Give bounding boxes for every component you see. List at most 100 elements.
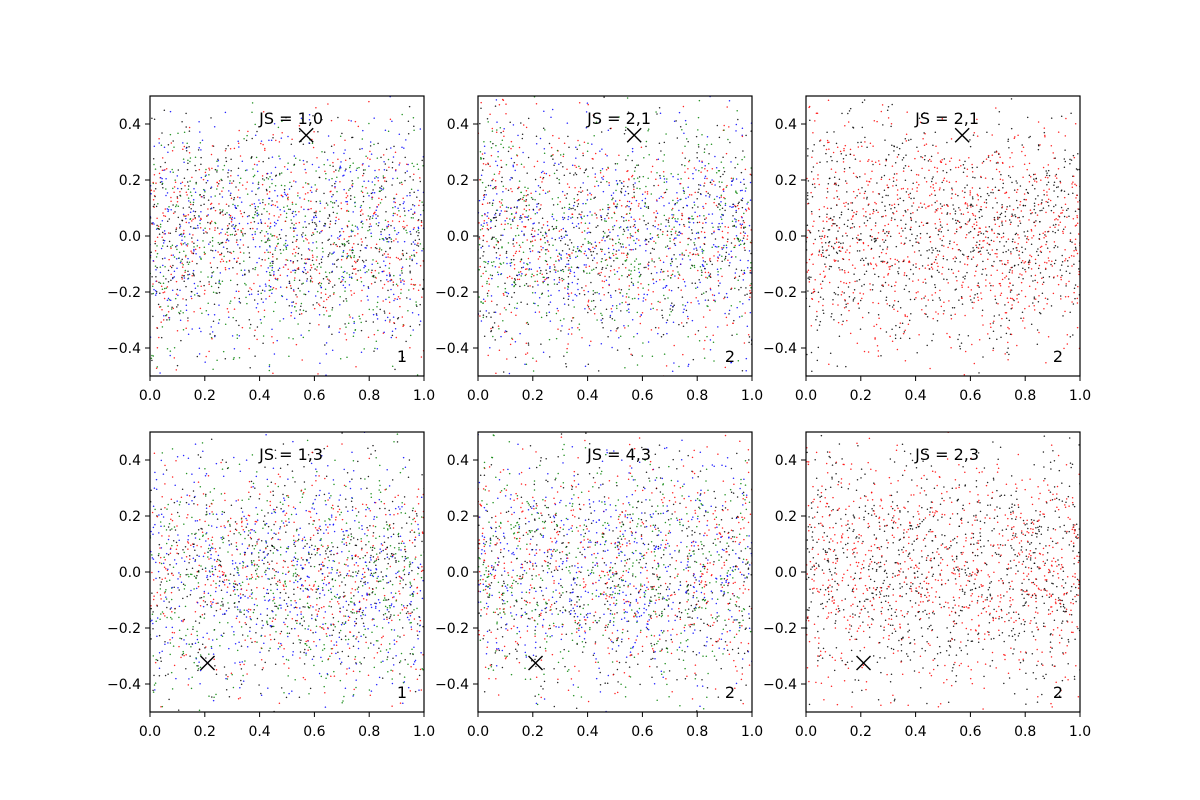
scatter-point	[155, 367, 158, 370]
scatter-point	[616, 270, 619, 273]
scatter-point	[707, 271, 710, 274]
scatter-point	[1063, 215, 1066, 218]
scatter-point	[577, 139, 579, 142]
scatter-point	[510, 311, 513, 314]
scatter-point	[486, 222, 488, 224]
scatter-point	[712, 226, 714, 229]
scatter-point	[209, 262, 212, 264]
scatter-point	[510, 207, 512, 210]
scatter-point	[388, 272, 391, 274]
scatter-point	[170, 247, 172, 250]
scatter-point	[504, 220, 506, 222]
scatter-point	[495, 256, 498, 259]
scatter-point	[168, 218, 171, 220]
scatter-point	[304, 221, 306, 223]
scatter-point	[231, 233, 234, 236]
scatter-point	[185, 285, 187, 288]
x-tick-label: 0.4	[248, 388, 270, 404]
scatter-point	[236, 273, 238, 275]
scatter-point	[335, 200, 338, 202]
scatter-point	[517, 187, 519, 190]
scatter-point	[730, 242, 733, 244]
scatter-point	[567, 135, 569, 138]
scatter-point	[587, 299, 590, 302]
scatter-point	[977, 198, 980, 201]
scatter-point	[166, 299, 169, 302]
scatter-point	[810, 292, 813, 294]
scatter-point	[975, 221, 978, 223]
scatter-point	[587, 290, 590, 293]
scatter-point	[717, 285, 720, 287]
scatter-point	[518, 146, 521, 149]
scatter-point	[585, 285, 587, 287]
scatter-point	[943, 301, 945, 304]
scatter-point	[616, 349, 619, 351]
scatter-point	[241, 274, 244, 277]
scatter-point	[741, 134, 743, 136]
scatter-point	[185, 304, 188, 307]
scatter-point	[711, 232, 713, 235]
scatter-point	[331, 195, 333, 198]
scatter-point	[706, 143, 708, 146]
scatter-point	[581, 286, 583, 289]
scatter-point	[521, 198, 524, 200]
scatter-point	[730, 184, 733, 186]
scatter-point	[520, 266, 523, 269]
scatter-point	[998, 171, 1001, 173]
scatter-point	[704, 164, 706, 167]
scatter-point	[592, 246, 594, 249]
scatter-point	[187, 317, 189, 319]
scatter-point	[513, 307, 516, 309]
scatter-point	[1046, 172, 1048, 174]
scatter-point	[217, 183, 220, 185]
scatter-point	[516, 207, 518, 209]
scatter-point	[168, 319, 171, 321]
scatter-point	[643, 205, 646, 207]
scatter-point	[669, 276, 672, 279]
scatter-point	[564, 265, 567, 268]
scatter-point	[331, 253, 333, 255]
scatter-point	[730, 361, 733, 364]
scatter-point	[655, 111, 657, 113]
scatter-point	[486, 224, 489, 226]
scatter-point	[847, 219, 849, 221]
scatter-point	[612, 192, 615, 194]
scatter-point	[678, 273, 680, 276]
scatter-point	[359, 148, 361, 150]
scatter-point	[261, 213, 263, 215]
scatter-point	[489, 274, 492, 276]
scatter-point	[807, 202, 809, 205]
scatter-point	[179, 261, 182, 264]
scatter-point	[268, 227, 271, 229]
scatter-point	[574, 172, 577, 174]
scatter-point	[650, 171, 653, 173]
scatter-point	[502, 234, 504, 237]
scatter-point	[663, 353, 666, 355]
scatter-point	[605, 169, 608, 171]
scatter-point	[1004, 220, 1007, 222]
scatter-point	[904, 315, 907, 317]
scatter-point	[413, 129, 415, 132]
scatter-point	[747, 333, 750, 336]
scatter-point	[417, 229, 419, 232]
scatter-point	[678, 209, 680, 212]
scatter-point	[491, 127, 494, 130]
scatter-point	[229, 251, 231, 253]
scatter-point	[645, 223, 647, 226]
scatter-point	[631, 159, 633, 162]
scatter-point	[312, 304, 314, 306]
scatter-point	[647, 128, 650, 130]
scatter-point	[199, 307, 202, 310]
scatter-point	[706, 263, 708, 265]
scatter-point	[933, 261, 936, 264]
scatter-point	[647, 207, 650, 210]
scatter-point	[180, 182, 182, 185]
scatter-point	[499, 212, 501, 215]
scatter-point	[187, 274, 189, 276]
scatter-point	[218, 280, 220, 283]
scatter-point	[680, 218, 683, 221]
scatter-point	[412, 283, 415, 286]
scatter-point	[584, 169, 587, 172]
scatter-point	[173, 270, 176, 273]
scatter-point	[280, 252, 282, 255]
